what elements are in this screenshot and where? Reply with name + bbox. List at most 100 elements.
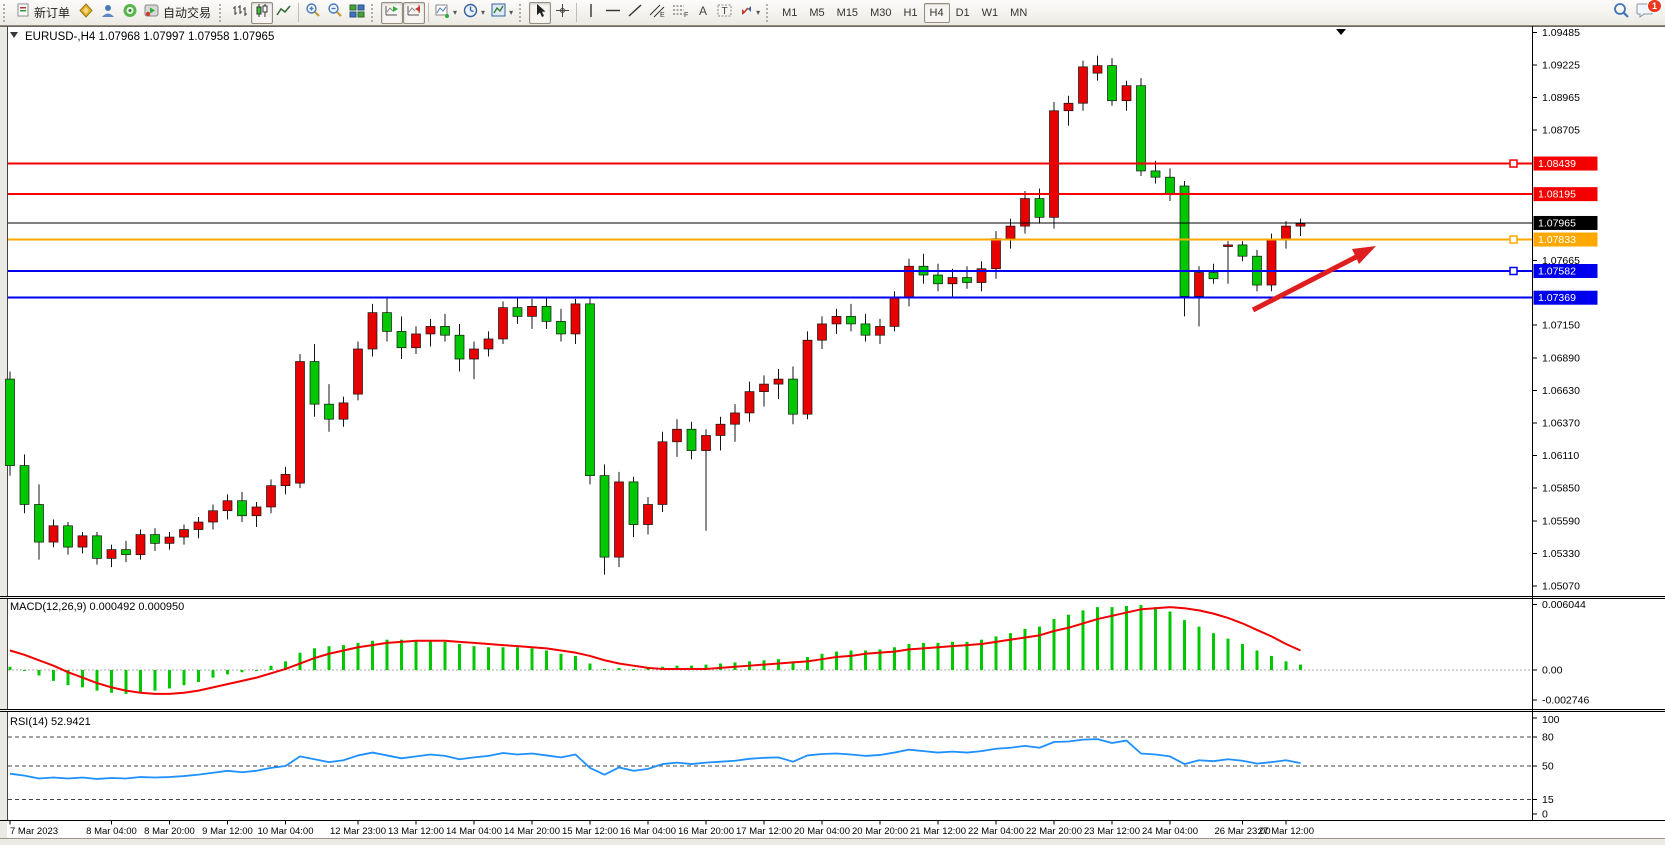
price-axis: 1.094851.092251.089651.087051.076651.071… [1532, 27, 1598, 821]
timeframe-mn-button[interactable]: MN [1010, 6, 1028, 19]
toolbar-grip[interactable] [766, 3, 772, 22]
notifications-button[interactable]: 1 [1633, 0, 1662, 24]
equidistant-channel-button[interactable]: E [646, 2, 669, 24]
svg-text:27 Mar 12:00: 27 Mar 12:00 [1258, 826, 1314, 837]
line-chart-button[interactable] [273, 2, 295, 24]
gold-seal-button[interactable] [75, 2, 97, 24]
channel-icon: E [649, 3, 666, 23]
line-handle[interactable] [1509, 266, 1518, 276]
autoscroll-button[interactable] [381, 1, 404, 24]
zoom-in-button[interactable] [302, 2, 324, 24]
svg-text:0: 0 [1542, 809, 1548, 821]
horizontal-line-icon [605, 3, 621, 23]
arrows-button[interactable]: ▾ [736, 2, 763, 24]
zoom-out-icon [327, 2, 343, 23]
text-button[interactable]: A [692, 2, 714, 24]
text-label-button[interactable]: T [714, 2, 736, 24]
tile-windows-icon [349, 3, 365, 23]
tile-windows-button[interactable] [346, 2, 368, 24]
autotrade-label: 自动交易 [163, 6, 212, 20]
toolbar-grip[interactable] [371, 3, 377, 22]
crosshair-button[interactable] [551, 2, 573, 24]
timeframe-w1-button[interactable]: W1 [981, 6, 999, 19]
dropdown-caret-icon: ▾ [756, 8, 761, 17]
timeframe-m1-button[interactable]: M1 [782, 6, 798, 19]
dropdown-caret-icon: ▾ [481, 8, 486, 17]
svg-text:1.08439: 1.08439 [1538, 158, 1576, 170]
svg-text:A: A [699, 4, 707, 18]
toolbar-grip[interactable] [219, 3, 225, 22]
svg-text:14 Mar 20:00: 14 Mar 20:00 [504, 826, 560, 837]
line-handle[interactable] [1509, 235, 1518, 244]
notification-count-badge: 1 [1646, 0, 1662, 13]
indicators-button[interactable]: ▾ [432, 2, 460, 24]
autotrade-button[interactable]: 自动交易 [141, 2, 216, 24]
svg-text:1.06370: 1.06370 [1542, 417, 1580, 429]
timeframe-m5-button[interactable]: M5 [809, 6, 825, 19]
svg-text:15: 15 [1542, 794, 1554, 806]
svg-text:80: 80 [1542, 732, 1554, 744]
new-order-button[interactable]: 新订单 [13, 2, 75, 24]
svg-text:1.05070: 1.05070 [1542, 580, 1580, 592]
macd-pane-label: MACD(12,26,9) 0.000492 0.000950 [10, 601, 184, 613]
profile-icon [100, 3, 116, 23]
svg-text:100: 100 [1542, 714, 1560, 726]
timeframe-m15-button[interactable]: M15 [836, 6, 859, 19]
zoom-out-button[interactable] [324, 2, 346, 24]
svg-text:8 Mar 04:00: 8 Mar 04:00 [86, 826, 137, 837]
fibonacci-icon: F [672, 3, 689, 23]
broadcast-icon [122, 3, 138, 23]
periods-button[interactable]: ▾ [460, 2, 488, 24]
candlestick-chart-icon [254, 3, 270, 23]
svg-text:1.08705: 1.08705 [1542, 125, 1580, 137]
autoscroll-icon [384, 3, 400, 23]
new-order-icon [16, 3, 31, 23]
svg-text:0.006044: 0.006044 [1542, 599, 1586, 611]
vertical-line-button[interactable] [580, 2, 602, 24]
toolbar-grip[interactable] [3, 3, 9, 22]
svg-text:0.00: 0.00 [1542, 665, 1563, 677]
svg-text:1.05850: 1.05850 [1542, 483, 1580, 495]
annotations[interactable] [1251, 246, 1376, 313]
svg-text:21 Mar 12:00: 21 Mar 12:00 [910, 826, 966, 837]
svg-text:50: 50 [1542, 760, 1554, 772]
profile-button[interactable] [97, 2, 119, 24]
time-axis: 7 Mar 2023 8 Mar 04:00 8 Mar 20:00 9 Mar 12… [9, 820, 1314, 837]
search-button[interactable] [1610, 2, 1633, 24]
cursor-button[interactable] [529, 1, 552, 24]
line-handle[interactable] [1509, 159, 1518, 168]
templates-button[interactable]: ▾ [488, 2, 516, 24]
svg-text:1.07833: 1.07833 [1538, 234, 1576, 246]
svg-text:1.07582: 1.07582 [1538, 265, 1576, 277]
chart-shift-button[interactable] [403, 1, 426, 24]
fibonacci-button[interactable]: F [669, 2, 692, 24]
periods-icon [463, 3, 479, 23]
trendline-button[interactable] [624, 2, 646, 24]
svg-text:1.08195: 1.08195 [1538, 189, 1576, 201]
horizontal-line-button[interactable] [602, 2, 624, 24]
cursor-arrow-icon [533, 3, 547, 23]
timeframe-d1-button[interactable]: D1 [955, 6, 970, 19]
chart-canvas[interactable]: 1.094851.092251.089651.087051.076651.071… [0, 26, 1665, 845]
toolbar-separator [576, 3, 578, 22]
svg-text:7 Mar 2023: 7 Mar 2023 [10, 826, 58, 837]
toolbar-separator [298, 3, 300, 22]
svg-text:1.06890: 1.06890 [1542, 352, 1580, 364]
indicators-icon [435, 3, 451, 23]
bar-chart-icon [232, 3, 248, 23]
toolbar-separator [428, 3, 430, 22]
broadcast-button[interactable] [119, 2, 141, 24]
svg-text:20 Mar 20:00: 20 Mar 20:00 [852, 826, 908, 837]
timeframe-h1-button[interactable]: H1 [903, 6, 918, 19]
svg-text:13 Mar 12:00: 13 Mar 12:00 [388, 826, 444, 837]
svg-text:1.06630: 1.06630 [1542, 385, 1580, 397]
main-toolbar: 新订单 自动交易 [0, 0, 1665, 26]
candlestick-chart-button[interactable] [251, 1, 274, 24]
bar-chart-button[interactable] [229, 2, 251, 24]
trend-arrow-head[interactable] [1352, 246, 1376, 264]
trend-arrow-annotation[interactable] [1251, 253, 1360, 313]
toolbar-grip[interactable] [519, 3, 525, 22]
timeframe-m30-button[interactable]: M30 [870, 6, 892, 19]
timeframe-h4-button[interactable]: H4 [923, 2, 950, 23]
chart-header-collapse-icon[interactable] [10, 32, 18, 38]
